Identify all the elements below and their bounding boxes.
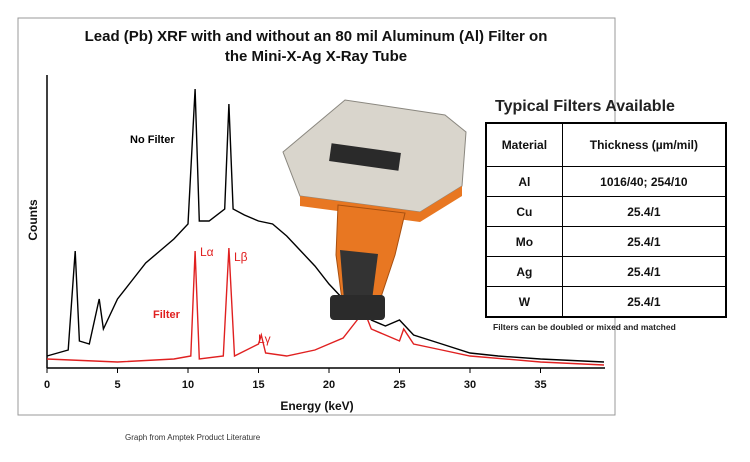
table-row: Mo 25.4/1 (485, 226, 727, 257)
annotation: Lβ (234, 250, 248, 264)
annotation: Lα (200, 245, 214, 259)
chart-title: the Mini-X-Ag X-Ray Tube (225, 48, 407, 65)
y-axis-label: Counts (26, 199, 40, 241)
table-header-row: Material Thickness (µm/mil) (485, 122, 727, 167)
x-tick-label: 15 (252, 379, 264, 391)
table-header-cell: Thickness (µm/mil) (561, 122, 727, 167)
series-line (46, 247, 605, 366)
series-line (46, 88, 605, 363)
table-cell: 25.4/1 (561, 196, 727, 227)
table-cell: Mo (485, 226, 563, 257)
table-cell: W (485, 286, 563, 318)
table-cell: Al (485, 166, 563, 197)
annotation: Filter (153, 309, 181, 321)
table-cell: 1016/40; 254/10 (561, 166, 727, 197)
x-tick-label: 20 (323, 379, 335, 391)
table-header-cell: Material (485, 122, 563, 167)
x-tick-label: 10 (182, 379, 194, 391)
annotation: Lγ (258, 332, 271, 346)
x-axis-label: Energy (keV) (280, 399, 353, 413)
table-row: Ag 25.4/1 (485, 256, 727, 287)
filter-table: Material Thickness (µm/mil) Al 1016/40; 254… (485, 122, 727, 318)
x-tick-label: 5 (114, 379, 120, 391)
annotation: No Filter (130, 134, 175, 146)
table-cell: 25.4/1 (561, 256, 727, 287)
table-cell: Cu (485, 196, 563, 227)
caption: Graph from Amptek Product Literature (125, 433, 261, 442)
table-cell: 25.4/1 (561, 226, 727, 257)
plot-area: 0 5 10 15 20 25 30 35 No Filter Filter Lα Lβ Lγ (44, 75, 605, 391)
device-grip (340, 250, 378, 300)
chart-title: Lead (Pb) XRF with and without an 80 mil… (85, 28, 548, 45)
device-screen (329, 143, 401, 171)
table-row: Al 1016/40; 254/10 (485, 166, 727, 197)
table-cell: Ag (485, 256, 563, 287)
x-tick-label: 0 (44, 379, 50, 391)
x-tick-label: 35 (534, 379, 546, 391)
device-photo (282, 99, 467, 320)
filter-table-panel: Typical Filters Available Material Thickn… (485, 98, 727, 332)
table-note: Filters can be doubled or mixed and matc… (493, 322, 676, 332)
x-tick-label: 30 (464, 379, 476, 391)
device-battery (330, 295, 385, 320)
device-band (300, 186, 462, 222)
table-row: Cu 25.4/1 (485, 196, 727, 227)
table-row: W 25.4/1 (485, 286, 727, 318)
table-title: Typical Filters Available (495, 98, 675, 115)
table-cell: 25.4/1 (561, 286, 727, 318)
x-tick-label: 25 (393, 379, 405, 391)
